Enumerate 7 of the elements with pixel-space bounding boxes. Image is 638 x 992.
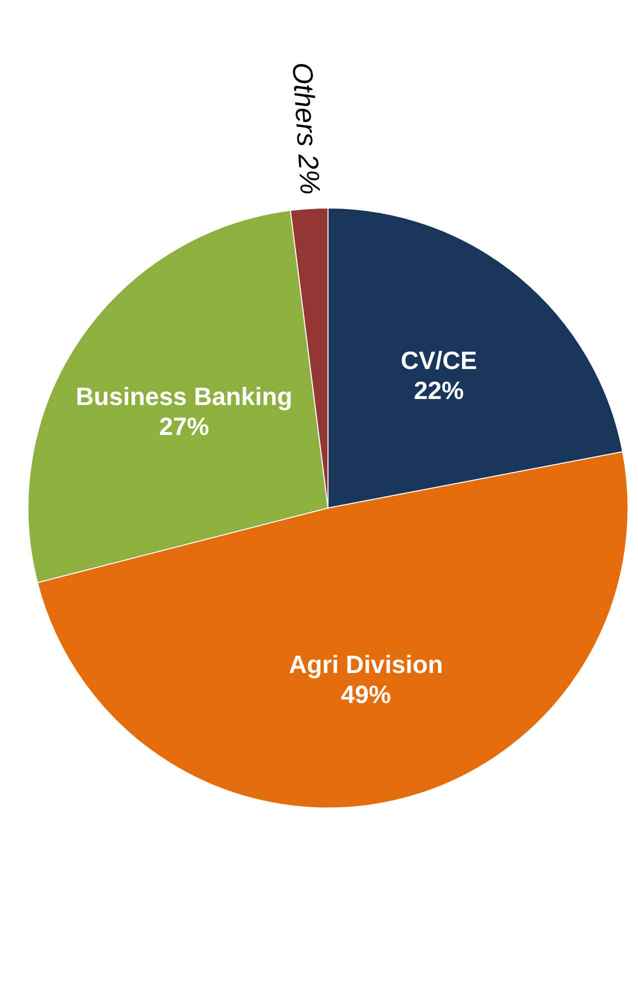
slice-label: Others 2%: [286, 61, 326, 196]
data-label: 22%: [414, 376, 464, 405]
slice-label: CV/CE: [400, 346, 478, 375]
slice-label: Agri Division: [288, 650, 444, 679]
slice-label: Business Banking: [76, 383, 292, 412]
data-label: 27%: [159, 413, 210, 442]
data-label: 49%: [340, 680, 391, 709]
